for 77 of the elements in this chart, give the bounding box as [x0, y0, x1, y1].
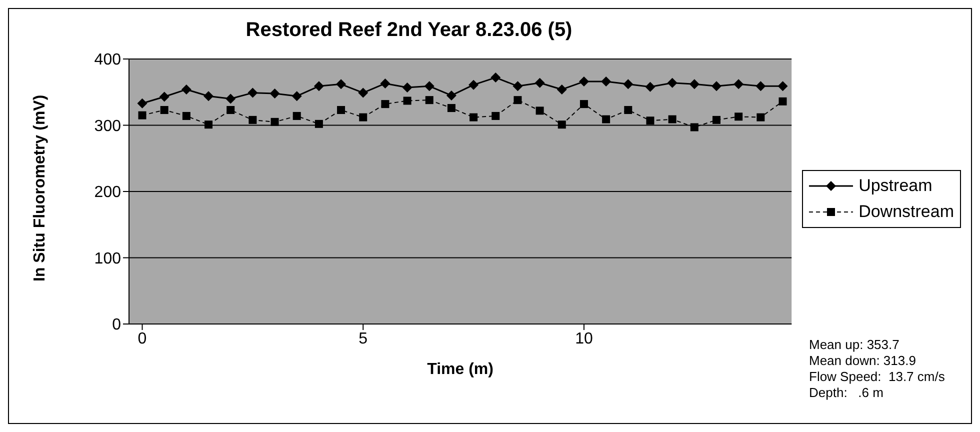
point — [359, 113, 368, 122]
x-tick-label: 10 — [575, 330, 593, 348]
point — [514, 96, 522, 104]
point — [358, 88, 368, 98]
point — [536, 106, 544, 115]
point — [712, 116, 720, 124]
point — [137, 98, 148, 108]
point — [756, 81, 766, 92]
point — [624, 106, 632, 114]
point — [689, 79, 700, 90]
x-tick-label: 5 — [358, 330, 368, 348]
y-tick-label: 300 — [94, 118, 122, 135]
point — [226, 94, 236, 104]
point — [778, 81, 788, 92]
legend-label: Downstream — [858, 202, 954, 222]
point — [447, 104, 456, 112]
point — [292, 91, 302, 102]
text: Mean down: 313.9 — [809, 353, 917, 369]
chart-title: Restored Reef 2nd Year 8.23.06 (5) — [244, 19, 574, 42]
x-axis-title: Time (m) — [427, 361, 494, 378]
point — [314, 120, 323, 128]
point — [668, 115, 676, 124]
point — [204, 91, 214, 102]
point — [380, 78, 390, 89]
point — [690, 123, 698, 132]
point — [381, 100, 390, 108]
point — [181, 84, 192, 94]
point — [558, 120, 566, 129]
y-tick-label: 400 — [94, 52, 122, 69]
point — [492, 112, 500, 120]
point — [646, 116, 654, 125]
point — [182, 112, 190, 120]
point — [470, 113, 478, 122]
point — [578, 76, 589, 87]
point — [490, 72, 501, 83]
point — [580, 100, 588, 108]
point — [601, 76, 612, 87]
point — [314, 81, 324, 92]
point — [778, 97, 787, 106]
y-tick-label: 0 — [112, 316, 122, 334]
y-axis-title: In Situ Fluorometry (mV) — [32, 94, 49, 282]
point — [556, 84, 567, 94]
point — [667, 78, 678, 88]
y-tick-label: 200 — [94, 184, 122, 202]
point — [756, 113, 765, 122]
text: Mean up: 353.7 — [809, 337, 900, 353]
point — [270, 88, 280, 98]
point — [602, 115, 610, 124]
text: Flow Speed: 13.7 cm/s — [809, 369, 945, 385]
point — [468, 80, 479, 90]
point — [446, 90, 456, 100]
text: Depth: .6 m — [809, 385, 884, 401]
point — [270, 118, 279, 126]
point — [159, 92, 170, 102]
point — [403, 96, 412, 105]
point — [623, 79, 634, 90]
point — [204, 120, 213, 129]
point — [138, 111, 146, 120]
point — [248, 116, 257, 124]
point — [734, 112, 743, 121]
point — [160, 106, 168, 114]
point — [424, 81, 434, 92]
legend-label: Upstream — [858, 176, 932, 196]
point — [292, 112, 301, 120]
point — [645, 82, 656, 92]
point — [512, 81, 523, 92]
point — [425, 96, 434, 104]
point — [336, 79, 346, 90]
point — [734, 79, 744, 90]
point — [226, 106, 235, 114]
point — [711, 81, 722, 92]
y-tick-label: 100 — [94, 250, 122, 268]
point — [337, 106, 346, 114]
x-tick-label: 0 — [138, 330, 147, 348]
point — [248, 88, 258, 98]
point — [534, 78, 545, 88]
point — [402, 82, 412, 92]
